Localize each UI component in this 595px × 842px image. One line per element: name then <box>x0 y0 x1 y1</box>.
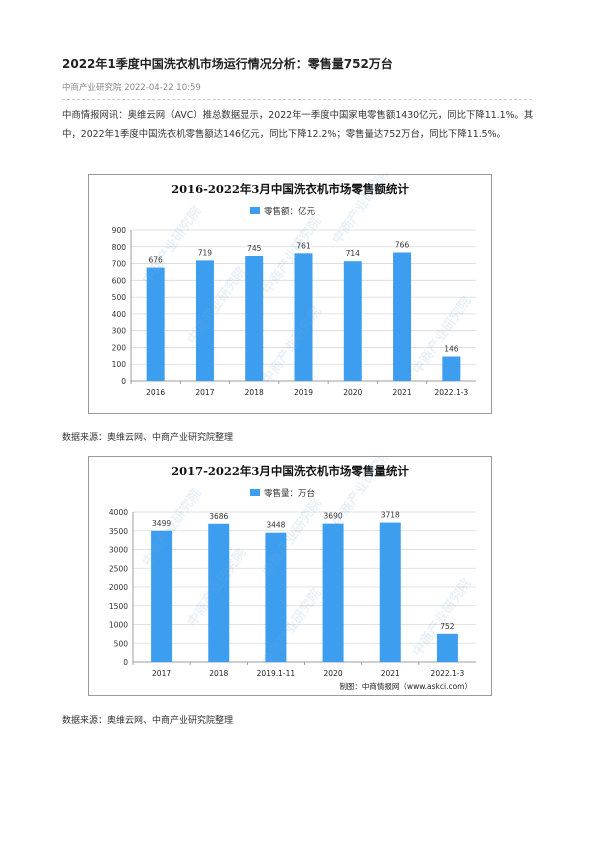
data-label: 676 <box>148 256 163 265</box>
y-tick-label: 1000 <box>109 621 128 630</box>
data-label: 714 <box>346 249 361 258</box>
article-paragraph: 中商情报网讯：奥维云网（AVC）推总数据显示，2022年一季度中国家电零售额14… <box>62 110 534 140</box>
data-source-note: 数据来源：奥维云网、中商产业研究院整理 <box>62 433 234 443</box>
data-label: 761 <box>296 241 311 250</box>
data-label: 752 <box>440 622 455 631</box>
x-tick-label: 2016 <box>146 388 165 397</box>
retail-sales-chart: 2016-2022年3月中国洗衣机市场零售额统计 零售额：亿元 0 100 200 300… <box>88 174 492 414</box>
x-tick-label: 2020 <box>324 669 343 678</box>
bar <box>294 253 313 381</box>
data-label: 766 <box>395 240 410 249</box>
y-tick-label: 100 <box>112 360 127 369</box>
x-tick-label: 2017 <box>195 388 214 397</box>
data-label: 3718 <box>381 511 400 520</box>
x-tick-label: 2019 <box>294 388 313 397</box>
watermark-text: 中商产业研究院 <box>139 204 204 288</box>
y-tick-label: 3000 <box>109 546 128 555</box>
chart-title: 2017-2022年3月中国洗衣机市场零售量统计 <box>171 464 409 478</box>
y-tick-label: 200 <box>112 343 127 352</box>
x-tick-label: 2018 <box>245 388 264 397</box>
y-tick-label: 500 <box>112 293 127 302</box>
chart-credit: 制图：中商情报网（www.askci.com） <box>339 681 472 691</box>
article-meta: 中商产业研究院 2022-04-22 10:59 <box>62 83 201 93</box>
bar <box>343 261 362 381</box>
legend-label: 零售额：亿元 <box>264 206 316 217</box>
data-source-note: 数据来源：奥维云网、中商产业研究院整理 <box>62 716 234 726</box>
bar <box>195 260 214 381</box>
watermark-text: 中商产业研究院 <box>259 214 324 298</box>
data-label: 3690 <box>324 512 343 521</box>
y-tick-label: 300 <box>112 327 127 336</box>
y-tick-label: 3500 <box>109 527 128 536</box>
y-tick-label: 1500 <box>109 602 128 611</box>
x-tick-label: 2020 <box>343 388 362 397</box>
y-tick-label: 900 <box>112 226 127 235</box>
y-tick-label: 4000 <box>109 508 128 517</box>
y-tick-label: 500 <box>114 639 129 648</box>
y-tick-label: 0 <box>123 658 128 667</box>
divider <box>62 99 532 100</box>
y-tick-label: 700 <box>112 260 127 269</box>
y-tick-label: 400 <box>112 310 127 319</box>
bar <box>245 256 264 381</box>
y-tick-label: 2000 <box>109 583 128 592</box>
bar <box>393 252 412 381</box>
y-tick-label: 0 <box>121 377 126 386</box>
retail-volume-chart: 2017-2022年3月中国洗衣机市场零售量统计 零售量：万台 0 500 1000 15… <box>88 456 492 696</box>
bar <box>379 522 401 662</box>
y-tick-label: 600 <box>112 276 127 285</box>
y-tick-label: 800 <box>112 243 127 252</box>
bar <box>436 633 458 662</box>
legend-swatch <box>250 207 260 214</box>
watermark-text: 中商产业研究院 <box>259 304 324 388</box>
bar <box>265 532 287 662</box>
data-label: 745 <box>247 244 262 253</box>
x-tick-label: 2022.1-3 <box>434 388 468 397</box>
bar <box>442 356 461 381</box>
y-tick-label: 2500 <box>109 564 128 573</box>
bar <box>322 523 344 662</box>
bar <box>151 530 173 662</box>
x-tick-label: 2022.1-3 <box>431 669 465 678</box>
data-label: 146 <box>444 345 459 354</box>
article-title: 2022年1季度中国洗衣机市场运行情况分析：零售量752万台 <box>62 57 393 71</box>
data-label: 3686 <box>209 512 228 521</box>
watermark-text: 中商产业研究院 <box>184 264 249 348</box>
x-tick-label: 2021 <box>393 388 412 397</box>
data-label: 3448 <box>266 521 285 530</box>
bar <box>208 523 230 662</box>
data-label: 3499 <box>152 519 171 528</box>
bar <box>146 267 165 381</box>
watermark-text: 中商产业研究院 <box>409 294 474 378</box>
x-tick-label: 2017 <box>152 669 171 678</box>
legend-swatch <box>250 489 260 496</box>
data-label: 719 <box>198 248 213 257</box>
x-tick-label: 2019.1-11 <box>257 669 296 678</box>
legend-label: 零售量：万台 <box>264 488 315 499</box>
chart-title: 2016-2022年3月中国洗衣机市场零售额统计 <box>171 182 409 196</box>
x-tick-label: 2021 <box>381 669 400 678</box>
x-tick-label: 2018 <box>209 669 228 678</box>
